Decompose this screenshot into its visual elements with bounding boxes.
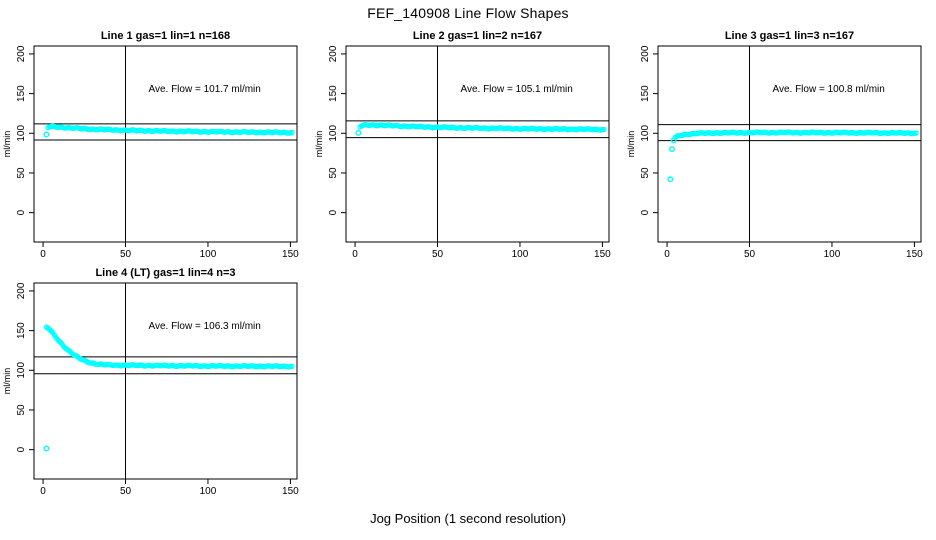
flow-point [913,130,919,136]
y-tick-label: 150 [328,85,339,102]
line2-flow-chart: Line 2 gas=1 lin=2 n=167 0 50 100 150 200 ml/m… [314,30,611,260]
ave-flow-annotation: Ave. Flow = 101.7 ml/min [148,84,260,95]
x-axis: 0 50 100 150 [40,242,299,260]
flow-point [289,129,295,136]
x-axis: 0 50 100 150 [352,242,611,260]
y-tick-label: 50 [16,167,27,179]
x-axis: 0 50 100 150 [40,479,299,497]
data-points [355,121,607,136]
flow-outlier-point [43,445,50,452]
x-tick-label: 150 [282,249,299,260]
y-tick-label: 100 [328,125,339,142]
page-title: FEF_140908 Line Flow Shapes [367,5,569,21]
x-tick-label: 50 [744,249,756,260]
x-axis-label: Jog Position (1 second resolution) [370,510,566,526]
x-tick-label: 0 [352,249,358,260]
y-tick-label: 100 [16,362,27,379]
line4-flow-chart: Line 4 (LT) gas=1 lin=4 n=3 0 50 100 150 200 m… [2,267,299,497]
flow-point [289,363,295,370]
flow-outlier-point [670,137,677,144]
x-tick-label: 150 [282,486,299,497]
x-tick-label: 50 [120,249,132,260]
data-points [43,324,295,452]
flow-outlier-point [669,146,676,153]
x-tick-label: 50 [432,249,444,260]
y-axis: 0 50 100 150 200 ml/min [314,45,346,215]
flow-point [601,126,607,133]
y-tick-label: 100 [640,125,651,142]
y-tick-label: 150 [16,85,27,102]
panel-cell-line2: Line 2 gas=1 lin=2 n=167 0 50 100 150 200 ml/m… [312,26,624,263]
x-tick-label: 100 [512,249,529,260]
y-tick-label: 50 [328,167,339,179]
x-axis: 0 50 100 150 [664,242,923,260]
y-tick-label: 0 [16,446,27,452]
reference-lines [658,46,921,242]
x-tick-label: 50 [120,486,132,497]
plot-box [33,45,298,243]
y-tick-label: 50 [640,167,651,179]
panel-title: Line 4 (LT) gas=1 lin=4 n=3 [95,267,235,279]
x-tick-label: 100 [200,486,217,497]
y-tick-label: 200 [640,45,651,62]
line3-flow-chart: Line 3 gas=1 lin=3 n=167 0 50 100 150 200 ml/m… [626,30,923,260]
panel-cell-line1: Line 1 gas=1 lin=1 n=168 0 50 100 150 200 ml/m… [0,26,312,263]
x-tick-label: 150 [906,249,923,260]
x-tick-label: 0 [40,249,46,260]
empty-cell [624,263,936,500]
y-tick-label: 100 [16,125,27,142]
reference-lines [346,46,609,242]
empty-cell [312,263,624,500]
y-axis: 0 50 100 150 200 ml/min [2,45,34,215]
data-points [667,129,919,183]
panel-title: Line 3 gas=1 lin=3 n=167 [725,30,854,42]
panel-title: Line 2 gas=1 lin=2 n=167 [413,30,542,42]
panel-title: Line 1 gas=1 lin=1 n=168 [101,30,230,42]
y-tick-label: 50 [16,404,27,416]
y-axis-title: ml/min [2,131,12,158]
plot-box [345,45,610,243]
reference-lines [34,46,297,242]
x-tick-label: 100 [824,249,841,260]
line1-flow-chart: Line 1 gas=1 lin=1 n=168 0 50 100 150 200 ml/m… [2,30,299,260]
ave-flow-annotation: Ave. Flow = 106.3 ml/min [148,321,260,332]
y-tick-label: 0 [328,209,339,215]
panel-cell-line3: Line 3 gas=1 lin=3 n=167 0 50 100 150 200 ml/m… [624,26,936,263]
y-tick-label: 200 [16,45,27,62]
ave-flow-annotation: Ave. Flow = 100.8 ml/min [772,84,884,95]
y-tick-label: 150 [640,85,651,102]
y-axis: 0 50 100 150 200 ml/min [2,282,34,452]
x-tick-label: 100 [200,249,217,260]
y-tick-label: 200 [328,45,339,62]
ave-flow-annotation: Ave. Flow = 105.1 ml/min [460,84,572,95]
y-tick-label: 0 [640,209,651,215]
panel-cell-line4: Line 4 (LT) gas=1 lin=4 n=3 0 50 100 150 200 m… [0,263,312,500]
data-points [43,123,295,138]
y-axis: 0 50 100 150 200 ml/min [626,45,658,215]
plot-box [657,45,922,243]
y-axis-title: ml/min [2,368,12,395]
x-tick-label: 0 [40,486,46,497]
y-tick-label: 0 [16,209,27,215]
y-axis-title: ml/min [626,131,636,158]
plot-box [33,282,298,480]
flow-outlier-point [43,131,50,138]
panel-grid: Line 1 gas=1 lin=1 n=168 0 50 100 150 200 ml/m… [0,26,936,500]
flow-outlier-point [355,129,362,136]
flow-outlier-point [667,176,674,183]
y-tick-label: 200 [16,282,27,299]
reference-lines [34,283,297,479]
x-tick-label: 0 [664,249,670,260]
y-tick-label: 150 [16,322,27,339]
y-axis-title: ml/min [314,131,324,158]
x-tick-label: 150 [594,249,611,260]
